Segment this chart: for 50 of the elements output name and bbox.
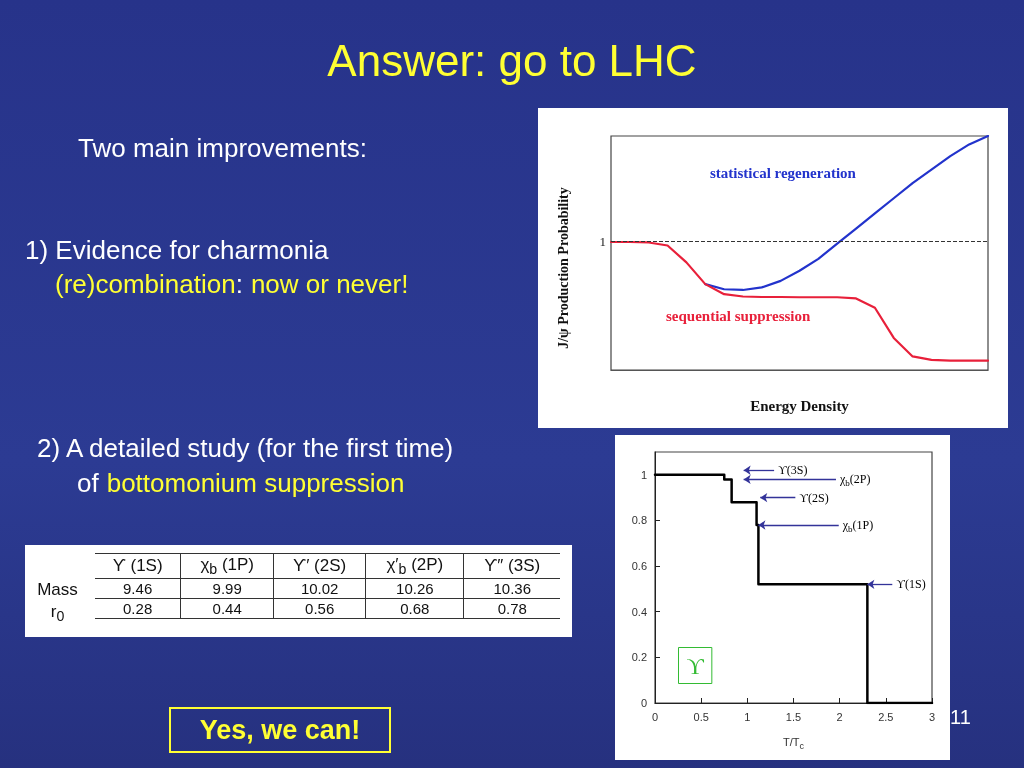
y-axis-title: J/ψ Production Probability [555, 187, 571, 349]
annotation: ϒ(3S) [778, 463, 808, 478]
text: 1) Evidence for charmonia [25, 235, 329, 265]
annotation: ϒ(1S) [896, 577, 926, 592]
data-label: 10.02 [273, 578, 366, 599]
text: now or never! [250, 269, 409, 299]
y-tick-label: 1 [640, 468, 647, 481]
text: Answer: go to LHC [326, 36, 698, 86]
y-tick-label: 0.2 [631, 651, 647, 664]
data-label: 10.36 [463, 578, 560, 599]
x-tick-label: ϒ″ (3S) [463, 553, 560, 579]
y-tick-label: 0 [640, 697, 647, 709]
annotation: ϒ [686, 652, 705, 679]
data-label: 0.68 [365, 598, 464, 619]
text: statistical regeneration [710, 164, 857, 181]
y-tick-label: 0.8 [631, 514, 647, 527]
data-label: 9.99 [180, 578, 274, 599]
ref-line-label: 1 [599, 233, 606, 249]
x-tick-label: 0 [651, 710, 659, 723]
x-tick-label: ϒ′ (2S) [273, 553, 366, 579]
text: 11 [950, 706, 971, 729]
x-tick-label: χ$_{b}$ (1P) [180, 553, 274, 579]
text: of [77, 468, 99, 498]
x-tick-label: 2.5 [878, 710, 894, 723]
annotation: ϒ(2S) [799, 490, 829, 505]
x-tick-label: χ′$_{b}$ (2P) [365, 553, 464, 579]
text: Two main improvements: [78, 133, 367, 163]
text: bottomonium suppression [106, 468, 405, 498]
text: Yes, we can! [169, 707, 391, 753]
x-tick-label: 1 [744, 710, 751, 723]
x-tick-label: 2 [836, 710, 843, 723]
text: 2) A detailed study (for the first time) [37, 433, 454, 463]
y-tick-label: 0.6 [631, 560, 647, 573]
y-tick-label: Mass [36, 579, 79, 601]
series-label: sequential suppression [666, 307, 812, 324]
data-label: 0.56 [273, 598, 366, 619]
x-tick-label: 0.5 [693, 710, 709, 723]
x-axis-title: Energy Density [750, 397, 850, 414]
text: : [235, 269, 243, 299]
x-tick-label: ϒ (1S) [111, 555, 164, 578]
data-label: 10.26 [365, 578, 464, 599]
data-label: 0.78 [463, 598, 560, 619]
data-label: 0.28 [122, 599, 154, 619]
x-tick-label: 1.5 [785, 710, 802, 723]
y-tick-label: r$_{0}$ [49, 601, 66, 627]
data-label: 9.46 [122, 579, 154, 599]
y-tick-label: 0.4 [631, 605, 647, 618]
x-tick-label: 3 [928, 710, 936, 723]
data-label: 0.44 [180, 598, 274, 619]
text: (re)combination [55, 269, 236, 299]
